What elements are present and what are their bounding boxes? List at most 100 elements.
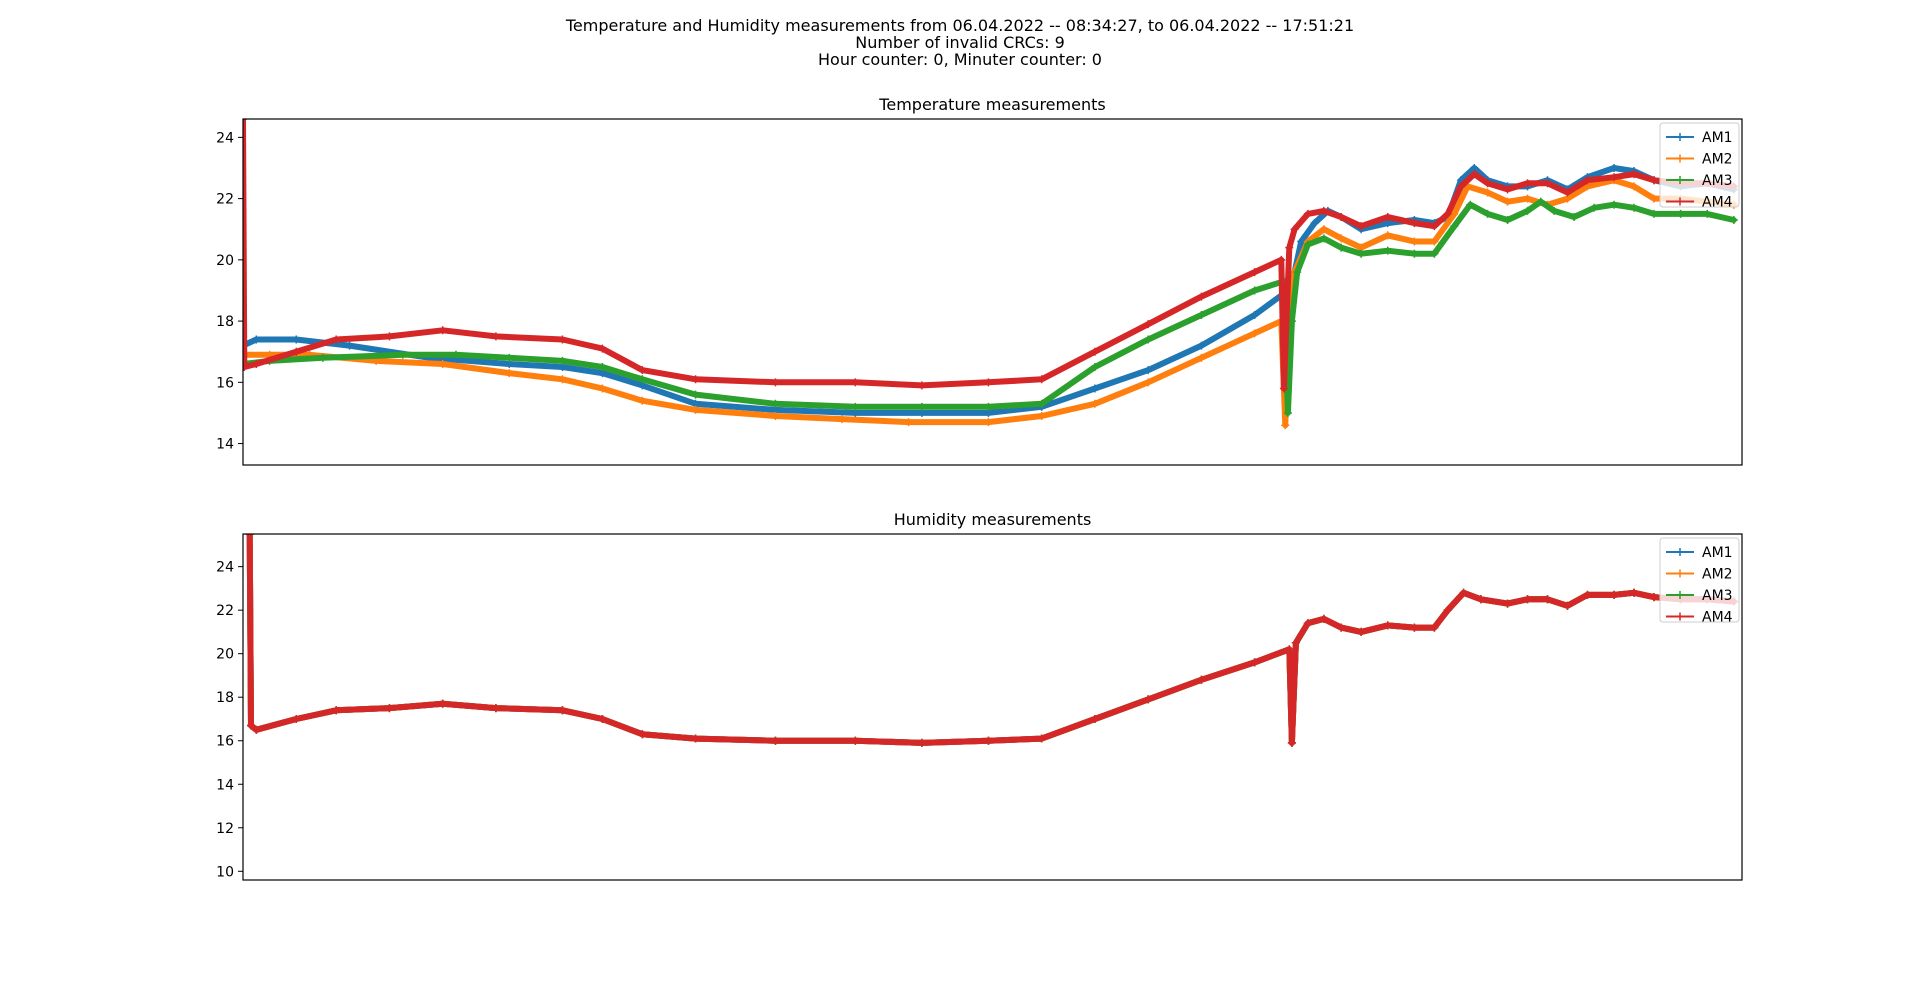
temperature-series-group <box>243 119 1738 430</box>
series-point-am4 <box>1476 595 1485 604</box>
series-point-am4 <box>1430 222 1439 231</box>
series-point-am3 <box>1337 243 1346 252</box>
series-point-am4 <box>1543 595 1552 604</box>
series-point-am4 <box>1610 590 1619 599</box>
series-line-am2 <box>246 534 1737 746</box>
series-point-am4 <box>1319 614 1328 623</box>
series-point-am4 <box>1523 595 1532 604</box>
series-point-am2 <box>838 415 846 424</box>
temperature-y-tick-label: 14 <box>216 437 234 453</box>
series-point-am4 <box>1383 212 1392 221</box>
series-point-am4 <box>491 332 500 341</box>
series-point-am4 <box>1503 599 1512 608</box>
series-point-am4 <box>1503 185 1512 194</box>
series-point-am3 <box>318 353 327 362</box>
series-point-am4 <box>1357 222 1366 231</box>
series-point-am4 <box>1037 375 1046 384</box>
humidity-y-tick-label: 12 <box>216 821 234 837</box>
series-point-am3 <box>1503 216 1512 225</box>
figure-title-line-1: Temperature and Humidity measurements fr… <box>565 16 1355 35</box>
legend-marker-am1 <box>1676 548 1684 556</box>
series-line-am1 <box>246 534 1737 746</box>
series-point-am4 <box>917 738 926 747</box>
legend-marker-am1 <box>1676 133 1684 141</box>
series-point-am4 <box>1459 588 1468 597</box>
series-point-am4 <box>292 347 301 356</box>
series-point-am4 <box>438 326 447 335</box>
series-point-am3 <box>1610 200 1619 209</box>
series-point-am1 <box>1197 341 1206 350</box>
series-point-am1 <box>1310 219 1319 228</box>
temperature-chart-title: Temperature measurements <box>878 95 1105 114</box>
series-point-am4 <box>438 699 447 708</box>
series-point-am2 <box>1503 197 1512 206</box>
series-point-am4 <box>1291 638 1300 647</box>
temperature-legend-box <box>1659 122 1740 208</box>
series-point-am4 <box>984 736 993 745</box>
series-point-am3 <box>1483 209 1492 218</box>
temperature-y-tick-label: 18 <box>216 314 234 330</box>
humidity-y-tick-label: 22 <box>216 603 234 619</box>
humidity-y-tick-label: 16 <box>216 734 234 750</box>
series-point-am3 <box>398 350 407 359</box>
series-point-am2 <box>1483 188 1492 197</box>
legend-marker-am4 <box>1676 197 1684 206</box>
series-point-am3 <box>1319 234 1328 243</box>
series-point-am4 <box>385 332 394 341</box>
series-point-am4 <box>771 378 780 387</box>
series-point-am4 <box>332 706 341 715</box>
series-point-am3 <box>1536 197 1545 206</box>
series-point-am4 <box>1583 176 1592 185</box>
series-point-am4 <box>771 736 780 745</box>
series-point-am4 <box>1357 627 1366 636</box>
series-point-am2 <box>771 412 780 421</box>
series-line-am3 <box>246 534 1737 746</box>
series-point-am3 <box>1570 212 1579 221</box>
series-point-am3 <box>1144 335 1153 344</box>
series-point-am3 <box>1466 200 1475 209</box>
series-point-am4 <box>598 714 607 723</box>
humidity-chart-title: Humidity measurements <box>894 510 1092 529</box>
series-point-am4 <box>246 721 255 730</box>
series-point-am4 <box>1610 173 1619 182</box>
series-point-am4 <box>1144 320 1153 329</box>
series-point-am2 <box>1430 237 1439 246</box>
series-point-am2 <box>1197 353 1206 362</box>
temperature-axes-frame <box>242 118 1743 466</box>
humidity-y-tick-label: 24 <box>216 560 234 576</box>
series-point-am3 <box>1303 240 1312 249</box>
series-point-am2 <box>438 359 447 368</box>
series-point-am4 <box>1410 623 1419 632</box>
series-point-am3 <box>1729 216 1738 225</box>
series-point-am3 <box>1676 209 1685 218</box>
series-point-am4 <box>1287 738 1296 747</box>
temperature-y-tick-label: 24 <box>216 130 234 146</box>
series-point-am2 <box>1090 399 1099 408</box>
humidity-series-group <box>245 534 1738 747</box>
series-point-am4 <box>1303 619 1312 628</box>
legend-label-am1: AM1 <box>1702 130 1733 146</box>
series-point-am4 <box>1430 623 1439 632</box>
series-point-am2 <box>1144 378 1153 387</box>
legend-marker-am3 <box>1676 176 1684 184</box>
series-point-am3 <box>1590 203 1599 212</box>
series-point-am4 <box>1337 623 1346 632</box>
temperature-y-tick-label: 22 <box>216 192 234 208</box>
series-point-am3 <box>1293 268 1302 277</box>
series-point-am4 <box>851 736 860 745</box>
series-point-am3 <box>1450 222 1459 231</box>
series-point-am4 <box>917 381 926 390</box>
series-point-am3 <box>638 375 647 384</box>
series-point-am3 <box>1630 203 1639 212</box>
series-point-am4 <box>1523 179 1532 188</box>
series-point-am4 <box>1303 209 1312 218</box>
series-point-am3 <box>984 402 993 411</box>
series-point-am4 <box>598 344 607 353</box>
humidity-legend: AM1 AM2 AM3 AM4 <box>1659 537 1740 626</box>
series-point-am4 <box>1090 714 1099 723</box>
legend-marker-am3 <box>1676 591 1684 599</box>
humidity-y-tick-label: 10 <box>216 864 234 880</box>
series-point-am4 <box>1197 675 1206 684</box>
series-point-am4 <box>252 359 261 368</box>
series-point-am4 <box>1037 734 1046 743</box>
